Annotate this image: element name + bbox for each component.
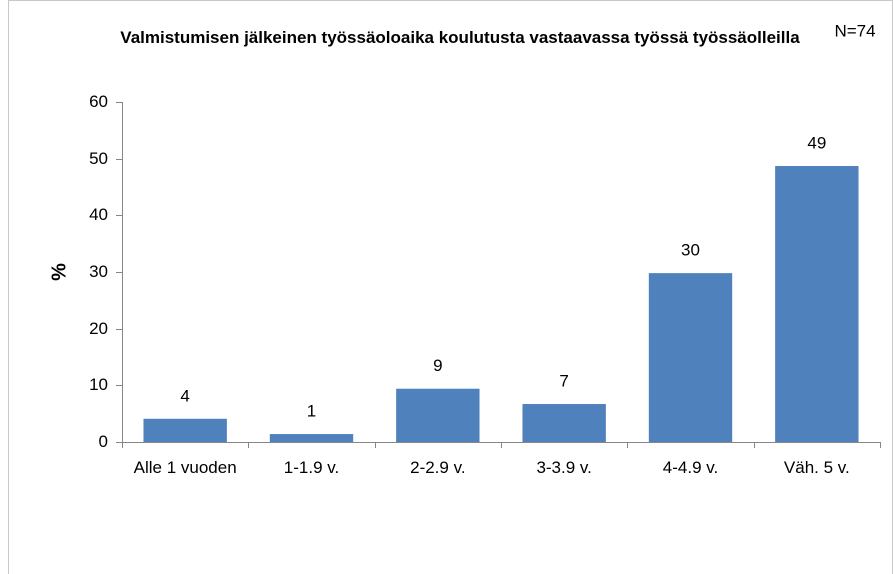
y-tick-label: 50 bbox=[89, 149, 108, 168]
x-tick-label: Alle 1 vuoden bbox=[133, 458, 237, 477]
data-label: 7 bbox=[559, 372, 568, 391]
chart-title: Valmistumisen jälkeinen työssäoloaika ko… bbox=[120, 28, 800, 47]
data-label: 30 bbox=[681, 241, 700, 260]
x-tick-label: Väh. 5 v. bbox=[783, 458, 850, 477]
y-tick-label: 60 bbox=[89, 92, 108, 111]
bar bbox=[522, 404, 606, 442]
x-tick-label: 2-2.9 v. bbox=[410, 458, 466, 477]
y-tick-label: 10 bbox=[89, 375, 108, 394]
x-tick-label: 3-3.9 v. bbox=[536, 458, 592, 477]
bar bbox=[269, 434, 354, 442]
bar bbox=[775, 166, 859, 443]
chart-border bbox=[8, 0, 893, 574]
y-axis-label: % bbox=[48, 263, 70, 281]
x-tick-label: 4-4.9 v. bbox=[662, 458, 719, 477]
data-label: 1 bbox=[307, 402, 316, 421]
bar bbox=[143, 418, 227, 442]
data-label: 4 bbox=[180, 386, 189, 405]
annotation: N=74 bbox=[834, 21, 875, 40]
y-tick-label: 0 bbox=[99, 432, 108, 451]
bar bbox=[648, 273, 733, 442]
y-tick-label: 30 bbox=[89, 262, 108, 281]
y-tick-label: 40 bbox=[89, 205, 108, 224]
data-label: 9 bbox=[433, 356, 442, 375]
x-tick-label: 1-1.9 v. bbox=[283, 458, 340, 477]
y-tick-label: 20 bbox=[89, 319, 108, 338]
bar bbox=[396, 388, 480, 442]
data-label: 49 bbox=[807, 134, 826, 153]
